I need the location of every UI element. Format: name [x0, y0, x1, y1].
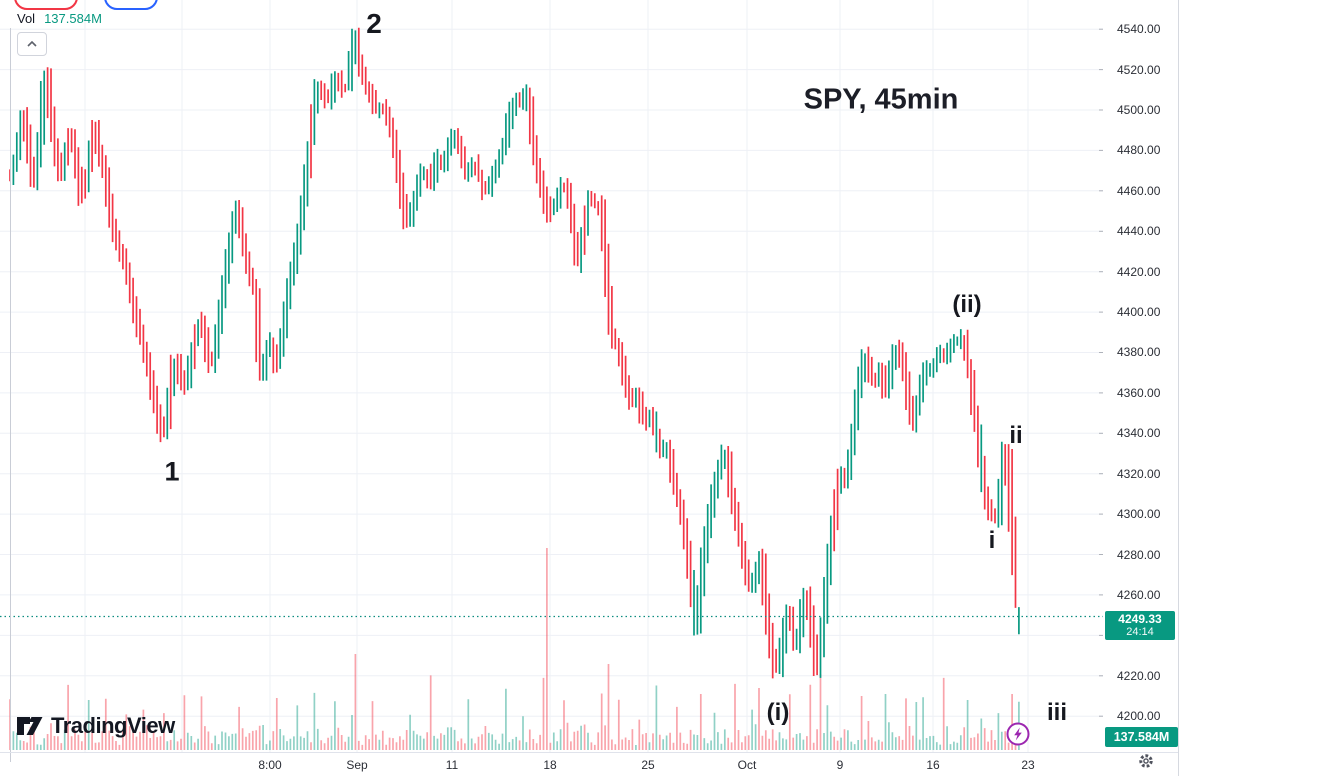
elliott-wave-label[interactable]: iii: [1046, 699, 1068, 726]
price-axis[interactable]: 4540.00 4520.00 4500.00 4480.00 4460.00 4440.…: [1103, 0, 1178, 752]
time-tick-label: 8:00: [258, 758, 282, 772]
buy-button[interactable]: [104, 0, 158, 10]
elliott-wave-label[interactable]: (ii): [952, 291, 982, 318]
tradingview-logo-text: TradingView: [51, 713, 175, 738]
time-tick-label: Oct: [737, 758, 757, 772]
last-price-badge: 4249.33 24:14: [1105, 611, 1175, 640]
price-tick-label: 4400.00: [1117, 305, 1161, 320]
price-tick-label: 4460.00: [1117, 183, 1161, 198]
price-tick-label: 4260.00: [1117, 587, 1161, 602]
price-tick-label: 4360.00: [1117, 385, 1161, 400]
volume-value-badge: 137.584M: [1105, 727, 1178, 747]
price-tick-label: 4440.00: [1117, 224, 1161, 239]
symbol-annotation-title: SPY, 45min: [803, 83, 959, 116]
time-tick-label: 9: [836, 758, 844, 772]
tradingview-logo-icon: [17, 717, 43, 735]
price-tick-label: 4300.00: [1117, 507, 1161, 522]
elliott-wave-label[interactable]: i: [988, 527, 996, 554]
volume-legend-value: 137.584M: [44, 11, 102, 26]
time-tick-label: Sep: [346, 758, 368, 772]
elliott-wave-label[interactable]: 1: [164, 456, 180, 487]
bar-countdown: 24:14: [1126, 626, 1154, 638]
collapse-legend-button[interactable]: [17, 32, 47, 56]
price-tick-label: 4200.00: [1117, 709, 1161, 724]
tradingview-logo[interactable]: TradingView: [16, 713, 175, 739]
price-tick-label: 4420.00: [1117, 264, 1161, 279]
last-price-value: 4249.33: [1118, 612, 1162, 626]
price-tick-label: 4480.00: [1117, 143, 1161, 158]
time-tick-label: 11: [445, 758, 459, 772]
chevron-up-icon: [27, 41, 37, 47]
price-tick-label: 4520.00: [1117, 62, 1161, 77]
time-axis[interactable]: 8:00 Sep 11 18 25 Oct 9 16 23: [0, 752, 1178, 776]
volume-legend-label: Vol: [17, 11, 36, 26]
right-panel-separator[interactable]: [1178, 0, 1179, 776]
price-tick-label: 4280.00: [1117, 547, 1161, 562]
gear-icon[interactable]: [1137, 752, 1155, 770]
elliott-wave-label[interactable]: ii: [1009, 422, 1023, 449]
elliott-wave-label[interactable]: (i): [766, 699, 790, 726]
elliott-wave-label[interactable]: 2: [366, 8, 382, 39]
price-tick-label: 4320.00: [1117, 466, 1161, 481]
price-tick-label: 4540.00: [1117, 22, 1161, 37]
price-tick-label: 4220.00: [1117, 668, 1161, 683]
lightning-bolt-icon[interactable]: [1005, 721, 1031, 747]
time-tick-label: 23: [1021, 758, 1035, 772]
time-tick-label: 18: [543, 758, 557, 772]
chart-left-edge-line: [10, 28, 11, 762]
volume-legend: Vol 137.584M: [17, 11, 102, 26]
time-tick-label: 25: [641, 758, 655, 772]
time-tick-label: 16: [926, 758, 940, 772]
sell-button[interactable]: [14, 0, 78, 10]
price-tick-label: 4340.00: [1117, 426, 1161, 441]
price-tick-label: 4380.00: [1117, 345, 1161, 360]
price-tick-label: 4500.00: [1117, 103, 1161, 118]
